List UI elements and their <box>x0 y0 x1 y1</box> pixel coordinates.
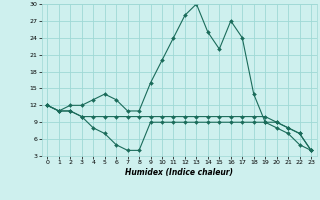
X-axis label: Humidex (Indice chaleur): Humidex (Indice chaleur) <box>125 168 233 177</box>
